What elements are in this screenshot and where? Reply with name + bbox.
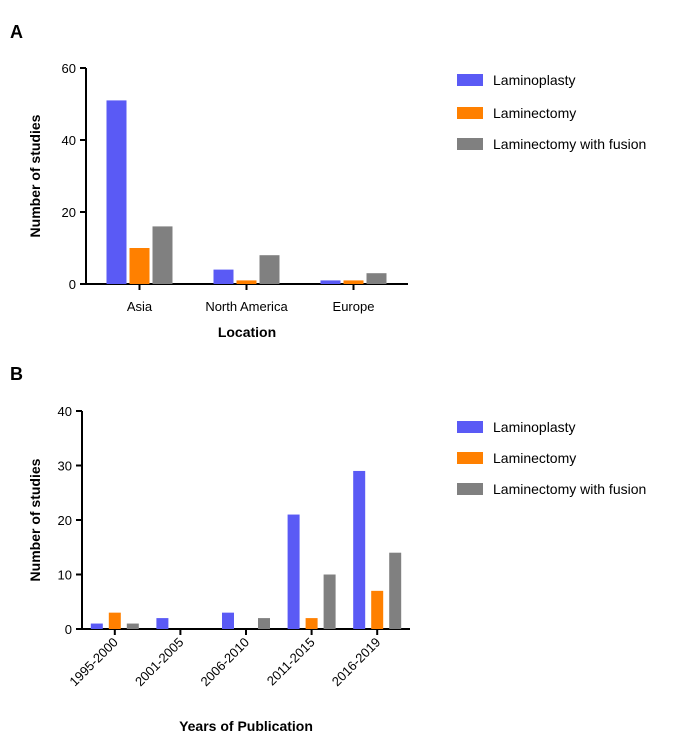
bar-laminectomy (129, 248, 150, 284)
bar-laminectomy (305, 618, 318, 629)
bar-laminectomy-with-fusion (258, 618, 270, 629)
bar-laminectomy-with-fusion (152, 226, 173, 284)
chart-panel-a: A 0 20 40 60 Number of studies Asia North Ameri… (10, 22, 646, 340)
y-tick-label: 40 (62, 133, 76, 148)
y-tick-label: 60 (62, 61, 76, 76)
bar-laminectomy-with-fusion (259, 255, 280, 284)
bar-laminoplasty (222, 612, 234, 629)
chart-panel-b: B 0 10 20 30 40 Number of studies 1995-2000 2001… (10, 364, 646, 734)
x-tick-label: 2001-2005 (132, 635, 187, 690)
legend-swatch (457, 138, 483, 150)
bar-laminoplasty (320, 280, 341, 284)
y-tick-label: 10 (58, 568, 72, 583)
legend-label: Laminectomy with fusion (493, 136, 646, 152)
legend: Laminoplasty Laminectomy Laminectomy with … (457, 419, 646, 497)
bar-laminectomy (108, 612, 121, 629)
bar-laminectomy-with-fusion (389, 552, 402, 629)
bar-laminectomy (343, 280, 364, 284)
legend: Laminoplasty Laminectomy Laminectomy with … (457, 72, 646, 152)
legend-swatch (457, 74, 483, 86)
y-tick-label: 20 (58, 513, 72, 528)
y-axis-title: Number of studies (27, 114, 43, 237)
x-tick-label: Europe (333, 299, 375, 314)
y-tick-label: 0 (65, 622, 72, 637)
legend-label: Laminectomy with fusion (493, 481, 646, 497)
bar-laminoplasty (90, 623, 103, 629)
x-axis-title: Years of Publication (179, 718, 313, 734)
y-tick-label: 40 (58, 404, 72, 419)
x-tick-label: 1995-2000 (66, 635, 121, 690)
legend-label: Laminoplasty (493, 72, 576, 88)
x-tick-label: Asia (127, 299, 153, 314)
bar-laminoplasty (106, 100, 127, 285)
legend-label: Laminectomy (493, 450, 576, 466)
y-axis-title: Number of studies (27, 458, 43, 581)
panel-letter: A (10, 22, 23, 42)
legend-swatch (457, 483, 483, 495)
panel-letter: B (10, 364, 23, 384)
bar-laminectomy-with-fusion (366, 273, 387, 284)
legend-swatch (457, 107, 483, 119)
bar-laminoplasty (213, 269, 234, 284)
x-tick-label: 2011-2015 (264, 635, 318, 689)
y-tick-label: 20 (62, 205, 76, 220)
bar-laminoplasty (353, 470, 366, 629)
bar-laminoplasty (287, 514, 300, 629)
legend-swatch (457, 421, 483, 433)
bar-laminectomy (371, 590, 384, 629)
y-tick-label: 30 (58, 459, 72, 474)
x-tick-label: 2016-2019 (329, 635, 384, 690)
legend-label: Laminectomy (493, 105, 576, 121)
legend-label: Laminoplasty (493, 419, 576, 435)
bar-laminoplasty (156, 618, 169, 629)
x-axis-title: Location (218, 324, 276, 340)
legend-swatch (457, 452, 483, 464)
bar-laminectomy-with-fusion (126, 623, 139, 629)
y-tick-label: 0 (69, 277, 76, 292)
bar-laminectomy-with-fusion (323, 574, 336, 629)
x-tick-label: North America (205, 299, 288, 314)
x-tick-label: 2006-2010 (198, 635, 253, 690)
bar-laminectomy (236, 280, 257, 284)
